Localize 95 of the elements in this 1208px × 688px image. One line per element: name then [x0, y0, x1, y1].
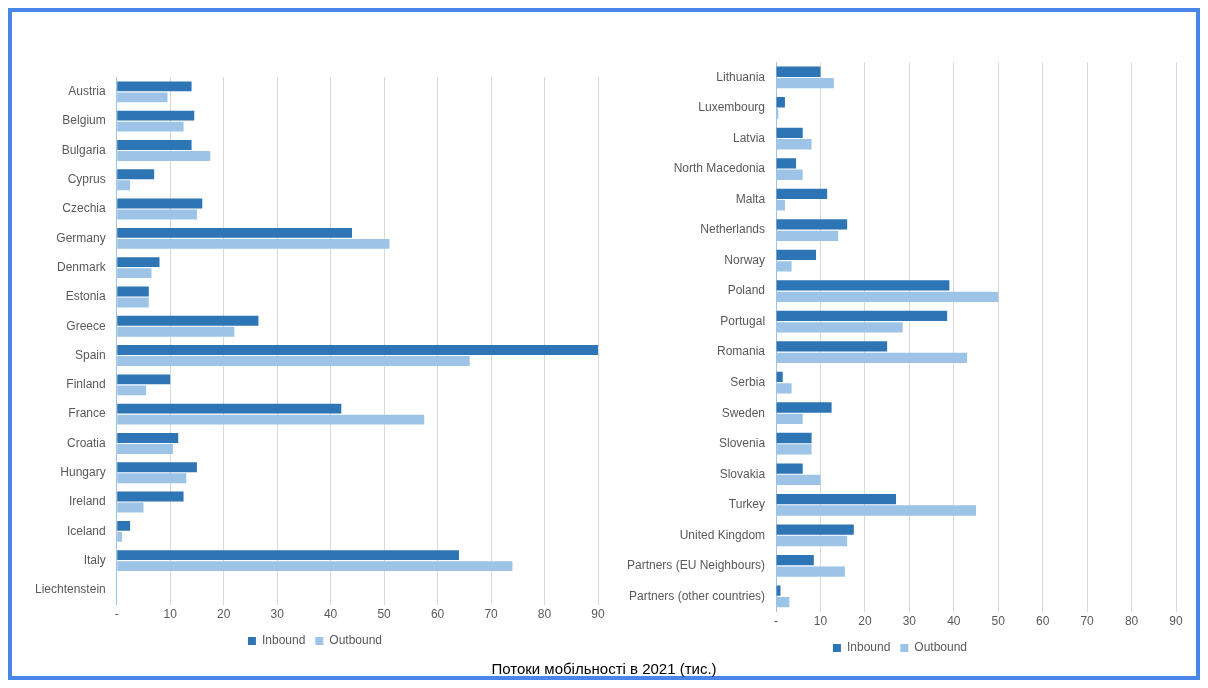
- bar: [776, 371, 783, 383]
- bar: [117, 315, 259, 326]
- bar: [776, 524, 854, 535]
- y-tick-label: North Macedonia: [673, 161, 766, 176]
- x-tick-label: -: [114, 607, 119, 622]
- bar: [776, 66, 821, 77]
- x-tick-label: -: [774, 614, 779, 629]
- bar: [776, 310, 948, 322]
- bar: [117, 550, 459, 561]
- y-tick-label: Cyprus: [67, 172, 106, 187]
- y-tick-label: Turkey: [728, 497, 766, 512]
- y-tick-label: Slovakia: [719, 466, 766, 481]
- bar: [117, 110, 195, 121]
- y-tick-label: Bulgaria: [61, 142, 107, 157]
- y-tick-label: Partners (other countries): [628, 588, 766, 603]
- bar: [776, 280, 950, 291]
- y-tick-label: United Kingdom: [679, 527, 766, 542]
- bar: [776, 463, 803, 474]
- y-tick-label: Norway: [724, 252, 766, 267]
- x-tick-label: 20: [858, 614, 872, 629]
- x-tick-label: 80: [537, 607, 552, 622]
- bar: [117, 257, 160, 268]
- bar: [117, 462, 197, 473]
- y-tick-label: Luxembourg: [698, 100, 766, 115]
- y-tick-label: Slovenia: [719, 436, 766, 451]
- y-tick-label: Liechtenstein: [35, 582, 106, 597]
- bar: [117, 169, 155, 180]
- bar: [776, 341, 888, 352]
- y-tick-label: Poland: [727, 283, 766, 298]
- bar: [117, 140, 192, 150]
- y-tick-label: Spain: [75, 347, 106, 362]
- y-tick-label: Germany: [56, 230, 106, 245]
- x-tick-label: 70: [484, 607, 499, 622]
- y-tick-label: Ireland: [69, 494, 106, 509]
- x-tick-label: 90: [1169, 614, 1183, 629]
- x-tick-label: 90: [591, 607, 605, 622]
- y-tick-label: Greece: [66, 318, 107, 333]
- bar: [117, 345, 598, 355]
- bar: [776, 127, 803, 138]
- x-tick-label: 10: [163, 607, 178, 622]
- x-tick-label: 10: [813, 614, 828, 629]
- y-tick-label: Hungary: [60, 465, 106, 480]
- y-tick-label: Denmark: [57, 259, 107, 274]
- bar: [776, 432, 812, 444]
- bar: [776, 97, 785, 108]
- bar: [117, 286, 149, 297]
- y-tick-label: Latvia: [733, 130, 766, 145]
- y-tick-label: Partners (EU Neighbours): [626, 558, 766, 573]
- bar: [117, 374, 171, 385]
- y-tick-label: Iceland: [67, 523, 106, 538]
- legend-label: Outbound: [329, 633, 383, 648]
- x-tick-label: 30: [902, 614, 917, 629]
- x-tick-label: 40: [323, 607, 338, 622]
- y-tick-label: France: [68, 406, 107, 421]
- x-tick-label: 50: [991, 614, 1006, 629]
- y-tick-label: Estonia: [65, 289, 107, 304]
- bar: [776, 158, 797, 169]
- x-tick-label: 60: [430, 607, 445, 622]
- bar: [117, 81, 192, 92]
- bar: [776, 402, 832, 413]
- bar: [117, 227, 353, 238]
- y-tick-label: Serbia: [730, 375, 766, 389]
- x-tick-label: 30: [270, 607, 285, 622]
- y-tick-label: Sweden: [721, 405, 766, 420]
- bar: [117, 403, 342, 414]
- y-tick-label: Lithuania: [716, 69, 766, 84]
- bar: [776, 493, 897, 505]
- bar: [776, 188, 828, 199]
- legend-label: Inbound: [261, 633, 306, 648]
- y-tick-label: Czechia: [62, 201, 107, 216]
- bar: [117, 520, 131, 531]
- x-tick-label: 70: [1080, 614, 1095, 629]
- bar: [776, 554, 814, 566]
- x-tick-label: 60: [1036, 614, 1050, 629]
- y-tick-label: Portugal: [720, 313, 766, 328]
- y-tick-label: Romania: [717, 344, 766, 359]
- bar: [117, 491, 184, 502]
- x-tick-label: 80: [1124, 614, 1139, 629]
- y-tick-label: Austria: [68, 84, 107, 99]
- bar: [117, 433, 179, 443]
- text: Потоки мобільності в 2021 (тис.): [490, 660, 718, 677]
- y-tick-label: Netherlands: [700, 222, 766, 237]
- y-tick-label: Malta: [735, 191, 766, 206]
- legend-label: Outbound: [914, 640, 968, 655]
- y-tick-label: Italy: [83, 552, 106, 567]
- bar: [117, 198, 203, 209]
- x-tick-label: 50: [377, 607, 392, 622]
- x-tick-label: 40: [947, 614, 961, 629]
- legend-label: Inbound: [846, 640, 891, 655]
- y-tick-label: Belgium: [62, 113, 106, 128]
- bar: [776, 219, 848, 230]
- y-tick-label: Finland: [66, 377, 106, 392]
- x-tick-label: 20: [216, 607, 231, 622]
- bar: [776, 249, 817, 261]
- y-tick-label: Croatia: [67, 435, 107, 450]
